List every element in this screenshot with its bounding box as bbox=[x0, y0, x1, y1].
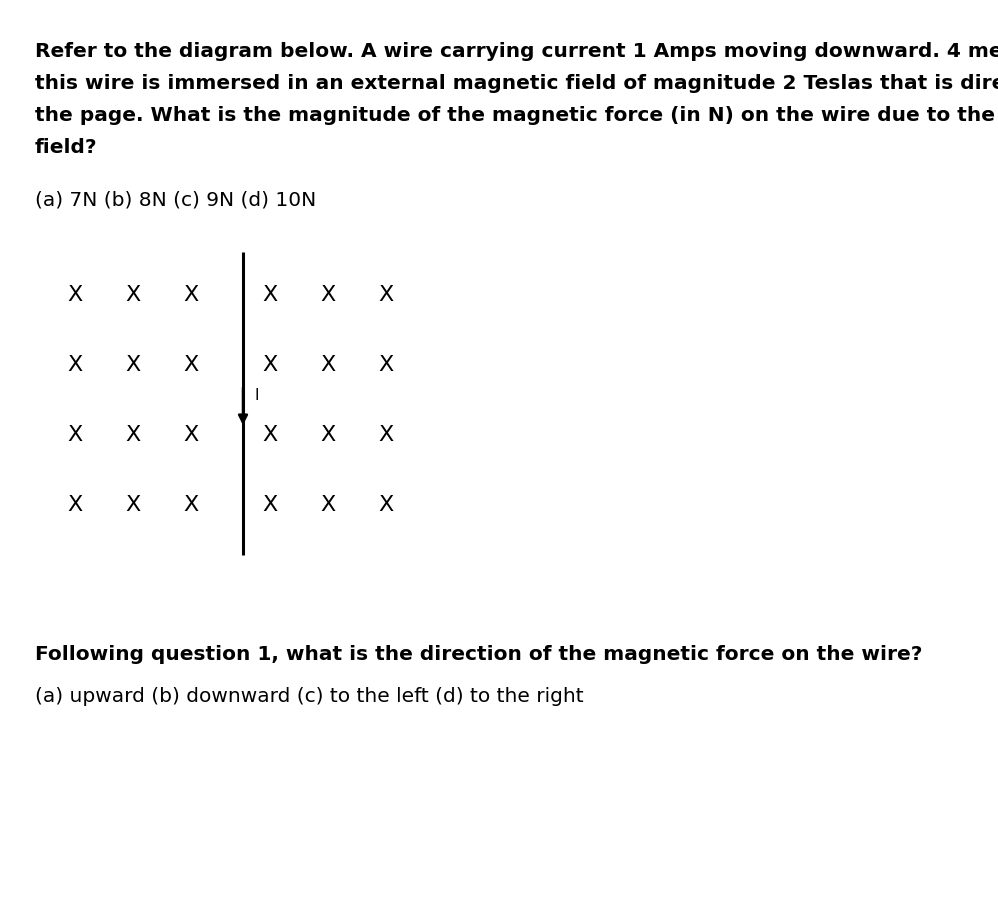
Text: X: X bbox=[126, 285, 141, 305]
Text: X: X bbox=[262, 495, 277, 515]
Text: X: X bbox=[184, 355, 199, 375]
Text: X: X bbox=[184, 495, 199, 515]
Text: X: X bbox=[320, 425, 335, 445]
Text: X: X bbox=[68, 495, 83, 515]
Text: X: X bbox=[378, 355, 393, 375]
Text: the page. What is the magnitude of the magnetic force (in N) on the wire due to : the page. What is the magnitude of the m… bbox=[35, 106, 998, 125]
Text: (a) upward (b) downward (c) to the left (d) to the right: (a) upward (b) downward (c) to the left … bbox=[35, 687, 584, 706]
Text: (a) 7N (b) 8N (c) 9N (d) 10N: (a) 7N (b) 8N (c) 9N (d) 10N bbox=[35, 190, 316, 209]
Text: X: X bbox=[68, 285, 83, 305]
Text: X: X bbox=[184, 425, 199, 445]
Text: X: X bbox=[184, 285, 199, 305]
Text: X: X bbox=[320, 355, 335, 375]
Text: X: X bbox=[68, 425, 83, 445]
Text: X: X bbox=[378, 285, 393, 305]
Text: X: X bbox=[320, 285, 335, 305]
Text: X: X bbox=[378, 425, 393, 445]
Text: X: X bbox=[378, 495, 393, 515]
Text: this wire is immersed in an external magnetic field of magnitude 2 Teslas that i: this wire is immersed in an external mag… bbox=[35, 74, 998, 93]
Text: X: X bbox=[68, 355, 83, 375]
Text: X: X bbox=[262, 285, 277, 305]
Text: field?: field? bbox=[35, 138, 98, 157]
Text: X: X bbox=[126, 495, 141, 515]
Text: X: X bbox=[126, 425, 141, 445]
Text: X: X bbox=[320, 495, 335, 515]
Text: I: I bbox=[255, 388, 259, 403]
Text: X: X bbox=[126, 355, 141, 375]
Text: X: X bbox=[262, 425, 277, 445]
Text: Refer to the diagram below. A wire carrying current 1 Amps moving downward. 4 me: Refer to the diagram below. A wire carry… bbox=[35, 42, 998, 61]
Text: X: X bbox=[262, 355, 277, 375]
Text: Following question 1, what is the direction of the magnetic force on the wire?: Following question 1, what is the direct… bbox=[35, 645, 922, 664]
